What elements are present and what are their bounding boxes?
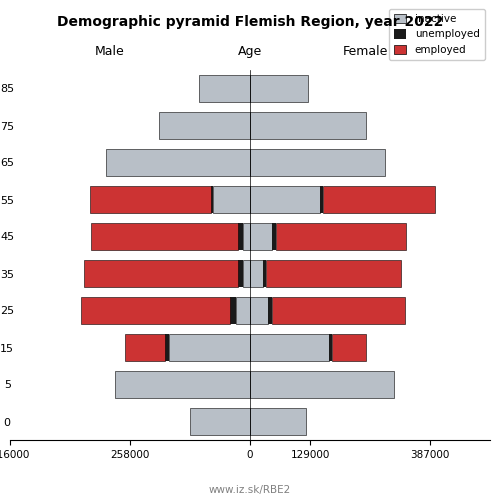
Text: www.iz.sk/RBE2: www.iz.sk/RBE2	[209, 485, 291, 495]
Bar	[213, 186, 250, 214]
Bar	[250, 370, 394, 398]
Bar	[250, 186, 320, 214]
Bar	[168, 334, 250, 361]
Bar	[160, 112, 250, 140]
Bar	[236, 296, 250, 324]
Bar	[84, 260, 238, 287]
Bar	[272, 222, 276, 250]
Bar	[250, 260, 263, 287]
Bar	[199, 74, 250, 102]
Bar	[250, 222, 272, 250]
Bar	[250, 112, 366, 140]
Bar	[250, 408, 306, 436]
Bar	[106, 148, 250, 176]
Bar	[230, 296, 236, 324]
Text: Male: Male	[95, 45, 125, 58]
Bar	[263, 260, 266, 287]
Text: Demographic pyramid Flemish Region, year 2022: Demographic pyramid Flemish Region, year…	[57, 15, 443, 29]
Bar	[329, 334, 332, 361]
Bar	[266, 260, 401, 287]
Bar	[243, 260, 250, 287]
Bar	[323, 186, 434, 214]
Bar	[250, 74, 308, 102]
Bar	[115, 370, 250, 398]
Legend: inactive, unemployed, employed: inactive, unemployed, employed	[388, 8, 485, 60]
Bar	[268, 296, 272, 324]
Bar	[250, 148, 385, 176]
Bar	[126, 334, 165, 361]
Bar	[320, 186, 323, 214]
Bar	[92, 222, 238, 250]
Bar	[165, 334, 168, 361]
Bar	[238, 222, 243, 250]
Bar	[81, 296, 230, 324]
Bar	[190, 408, 250, 436]
Bar	[238, 260, 243, 287]
Bar	[243, 222, 250, 250]
Bar	[276, 222, 406, 250]
Bar	[211, 186, 213, 214]
Bar	[250, 334, 329, 361]
Text: Age: Age	[238, 45, 262, 58]
Bar	[272, 296, 405, 324]
Bar	[332, 334, 366, 361]
Text: Female: Female	[342, 45, 388, 58]
Bar	[250, 296, 268, 324]
Bar	[90, 186, 211, 214]
